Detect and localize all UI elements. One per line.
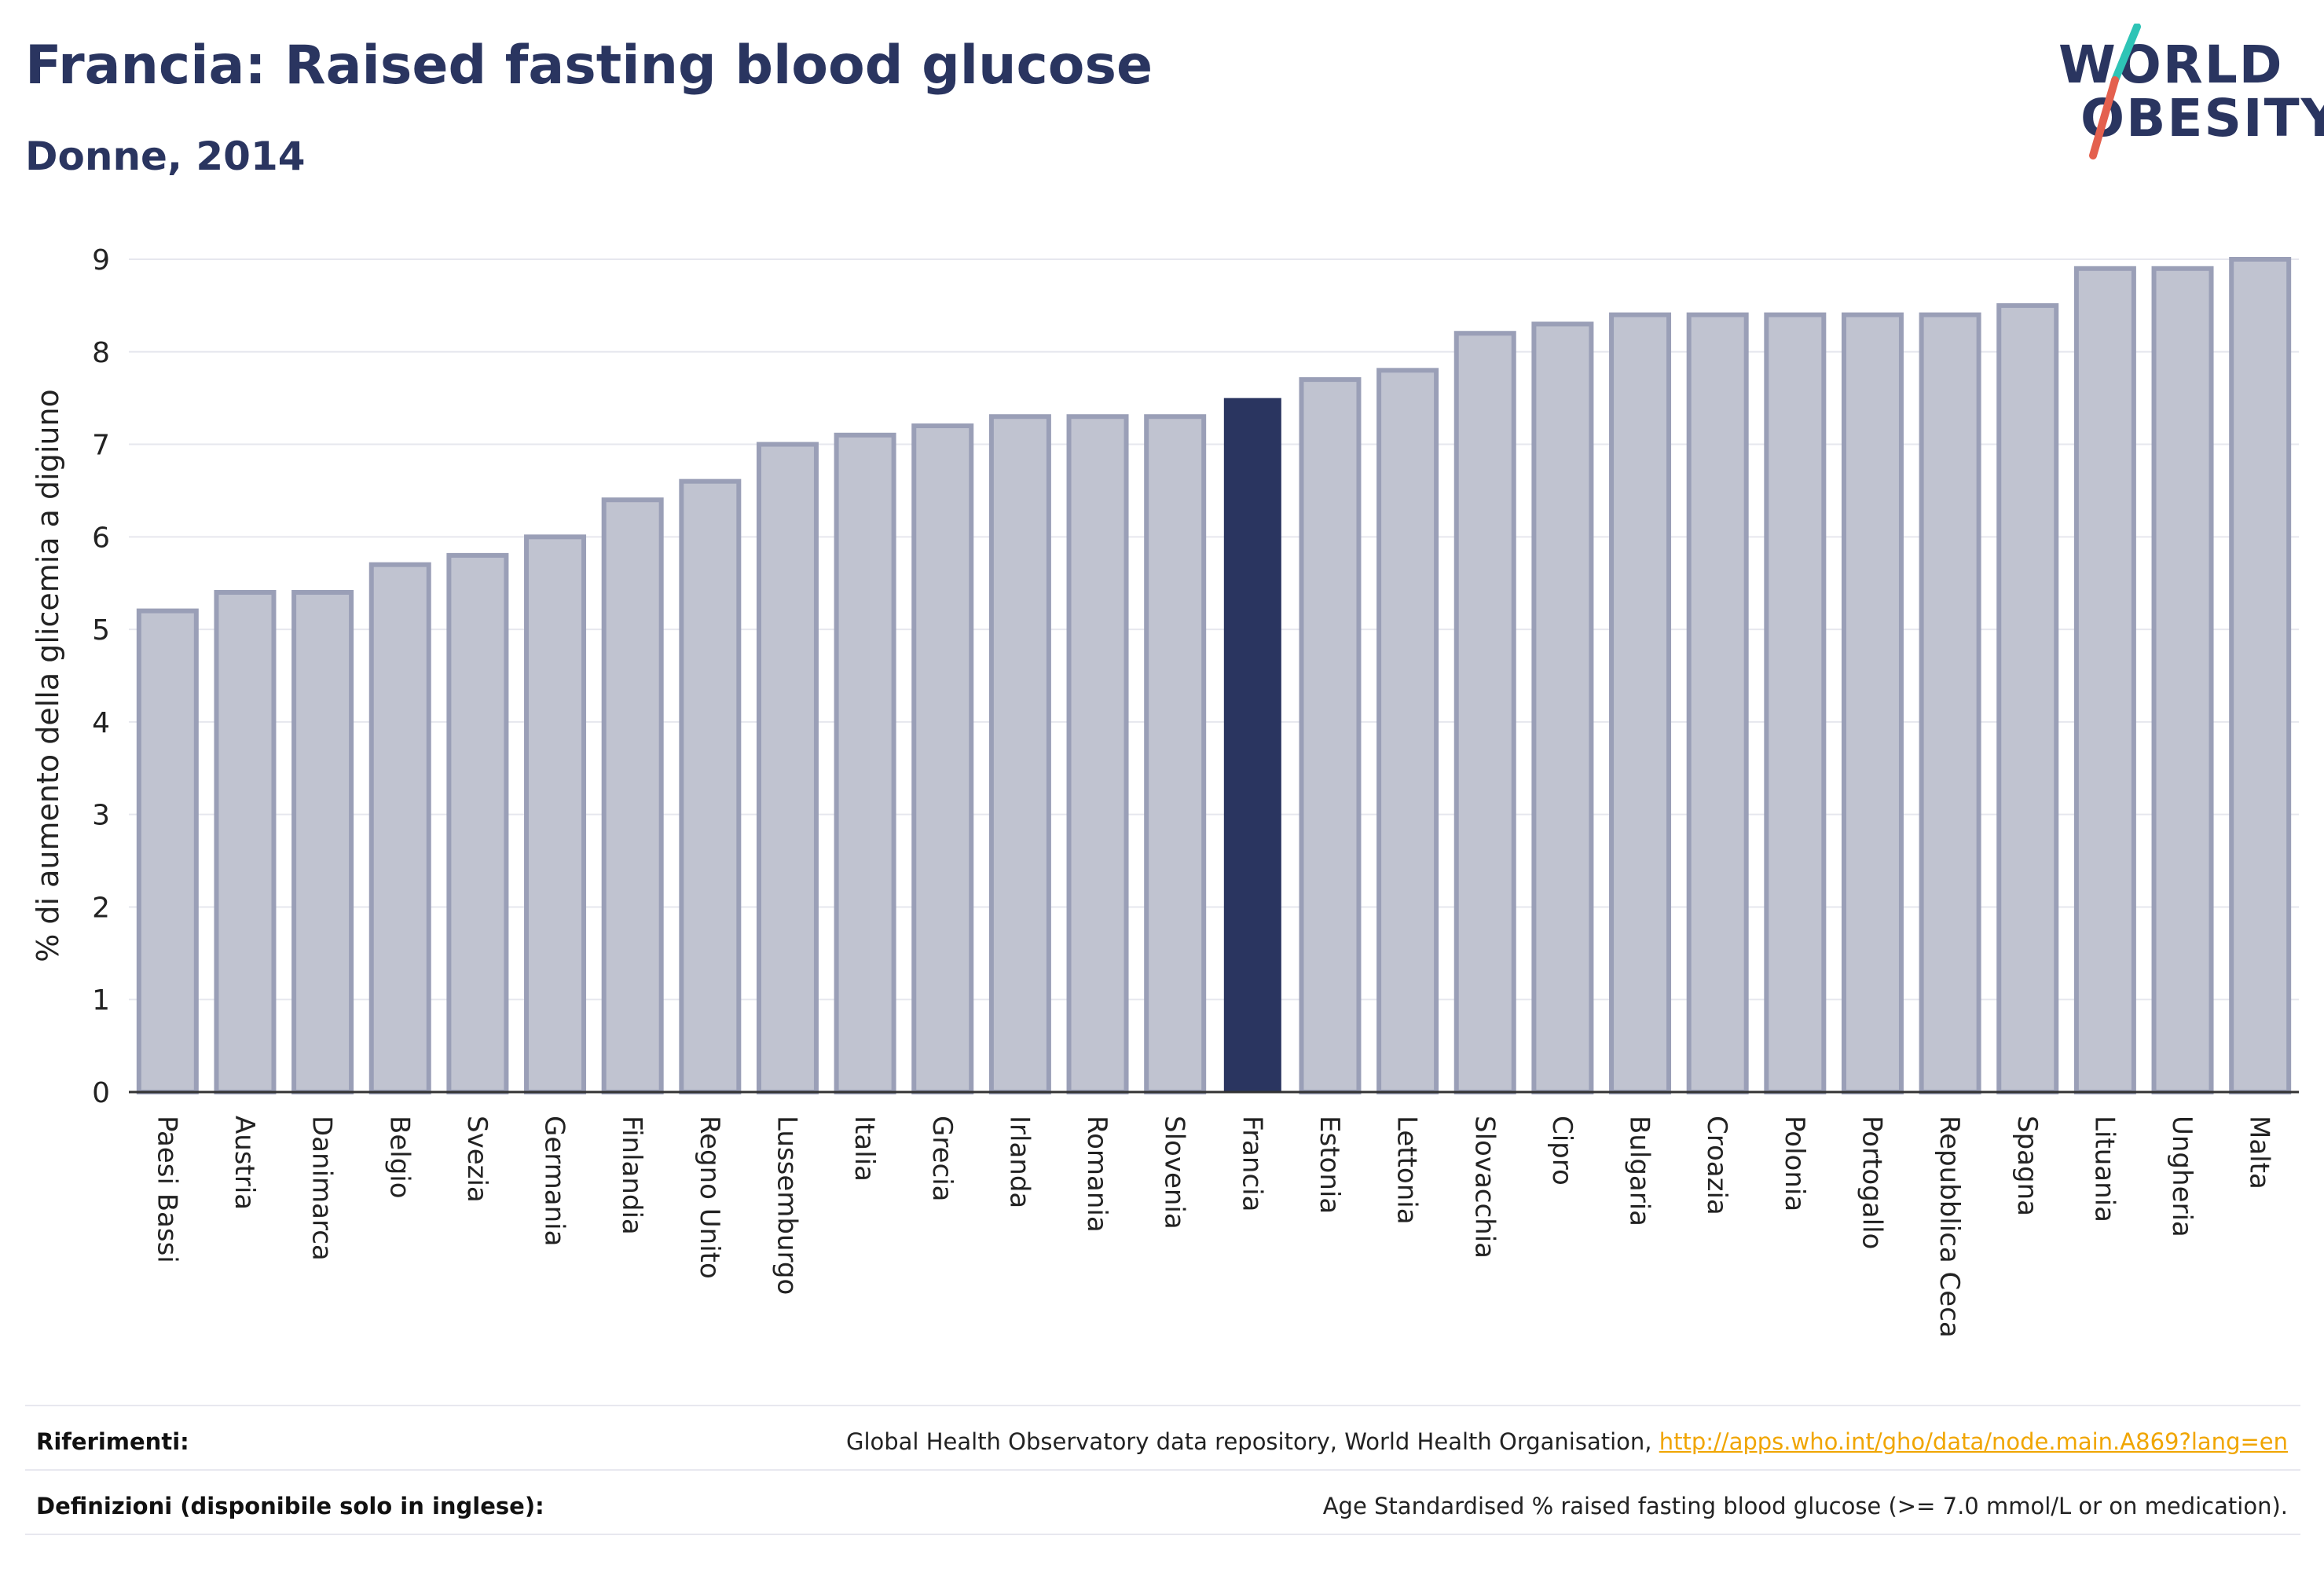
logo-slash-icon bbox=[2089, 24, 2141, 159]
bar bbox=[1066, 414, 1129, 1094]
definitions-text: Age Standardised % raised fasting blood … bbox=[1322, 1493, 2288, 1519]
x-tick-label: Grecia bbox=[926, 1116, 958, 1201]
y-tick-label: 5 bbox=[92, 614, 110, 647]
x-tick-label: Ungheria bbox=[2166, 1116, 2198, 1237]
bar bbox=[2229, 257, 2292, 1094]
x-tick-label: Estonia bbox=[1314, 1116, 1345, 1214]
y-tick-label: 1 bbox=[92, 984, 110, 1017]
bar bbox=[291, 590, 354, 1094]
y-tick-label: 7 bbox=[92, 430, 110, 462]
bar bbox=[1996, 302, 2059, 1094]
x-tick-label: Slovenia bbox=[1159, 1116, 1190, 1230]
x-tick-label: Belgio bbox=[383, 1116, 415, 1199]
bar bbox=[136, 608, 199, 1094]
bar bbox=[911, 423, 974, 1094]
x-tick-label: Regno Unito bbox=[694, 1116, 725, 1279]
bar bbox=[601, 497, 664, 1094]
bar bbox=[679, 478, 742, 1094]
bar bbox=[524, 534, 587, 1094]
bar bbox=[2151, 266, 2214, 1094]
x-tick-label: Slovacchia bbox=[1468, 1116, 1500, 1259]
x-tick-label: Malta bbox=[2244, 1116, 2275, 1189]
references-source: Global Health Observatory data repositor… bbox=[845, 1428, 1659, 1455]
x-tick-label: Svezia bbox=[461, 1116, 493, 1203]
chart-title: Francia: Raised fasting blood glucose bbox=[25, 35, 1153, 97]
x-tick-label: Repubblica Ceca bbox=[1934, 1116, 1965, 1338]
references-link[interactable]: http://apps.who.int/gho/data/node.main.A… bbox=[1659, 1428, 2288, 1455]
references-label: Riferimenti: bbox=[36, 1428, 189, 1455]
bar bbox=[1376, 368, 1439, 1095]
x-tick-label: Lettonia bbox=[1391, 1116, 1423, 1225]
y-axis-title: % di aumento della glicemia a digiuno bbox=[31, 389, 65, 962]
bar bbox=[1299, 377, 1362, 1095]
y-tick-label: 3 bbox=[92, 800, 110, 832]
y-tick-label: 9 bbox=[92, 244, 110, 277]
footer-divider-bottom bbox=[25, 1534, 2300, 1535]
footer-divider-top bbox=[25, 1405, 2300, 1406]
bar bbox=[1453, 331, 1516, 1094]
bar bbox=[988, 414, 1051, 1094]
x-tick-label: Spagna bbox=[2011, 1116, 2043, 1216]
logo-word-world: WORLD bbox=[2058, 35, 2284, 95]
bar bbox=[1919, 312, 1981, 1094]
y-tick-label: 8 bbox=[92, 337, 110, 369]
bar bbox=[446, 552, 509, 1094]
x-tick-label: Italia bbox=[849, 1116, 880, 1182]
x-tick-label: Croazia bbox=[1701, 1116, 1732, 1215]
x-tick-label: Romania bbox=[1081, 1116, 1113, 1233]
bar bbox=[834, 432, 896, 1094]
chart-subtitle: Donne, 2014 bbox=[25, 134, 306, 179]
bar bbox=[1609, 312, 1672, 1094]
x-tick-label: Paesi Bassi bbox=[151, 1116, 182, 1263]
bar bbox=[214, 590, 277, 1094]
definitions-label: Definizioni (disponibile solo in inglese… bbox=[36, 1493, 544, 1519]
y-tick-label: 0 bbox=[92, 1077, 110, 1109]
y-tick-label: 2 bbox=[92, 892, 110, 924]
x-tick-label: Germania bbox=[539, 1116, 570, 1246]
bar bbox=[1764, 312, 1827, 1094]
x-tick-label: Finlandia bbox=[616, 1116, 647, 1235]
x-tick-label: Francia bbox=[1236, 1116, 1267, 1211]
bar bbox=[1841, 312, 1904, 1094]
bar bbox=[1531, 321, 1594, 1094]
bar bbox=[1144, 414, 1207, 1094]
x-tick-label: Lussemburgo bbox=[771, 1116, 802, 1295]
bar bbox=[368, 562, 431, 1094]
bar bbox=[2073, 266, 2136, 1094]
world-obesity-logo: WORLD OBESITY bbox=[2051, 24, 2324, 165]
x-tick-label: Bulgaria bbox=[1624, 1116, 1655, 1226]
x-tick-label: Portogallo bbox=[1856, 1116, 1887, 1249]
references-text: Global Health Observatory data repositor… bbox=[846, 1428, 2288, 1455]
footer-divider-middle bbox=[25, 1469, 2300, 1471]
logo-word-obesity: OBESITY bbox=[2080, 88, 2324, 148]
y-tick-label: 4 bbox=[92, 707, 110, 739]
x-tick-label: Cipro bbox=[1546, 1116, 1578, 1186]
bar-chart: 0 1 2 3 4 5 6 7 8 9 % di aumento della glicemia a … bbox=[31, 244, 2299, 1338]
x-tick-label: Irlanda bbox=[1003, 1116, 1035, 1208]
x-tick-label: Polonia bbox=[1779, 1116, 1810, 1211]
bar bbox=[1686, 312, 1749, 1094]
bar-highlight bbox=[1223, 398, 1281, 1093]
y-tick-label: 6 bbox=[92, 522, 110, 554]
x-tick-label: Austria bbox=[229, 1116, 260, 1210]
x-tick-label: Lituania bbox=[2088, 1116, 2120, 1222]
x-tick-label: Danimarca bbox=[306, 1116, 338, 1261]
bar bbox=[756, 442, 819, 1094]
